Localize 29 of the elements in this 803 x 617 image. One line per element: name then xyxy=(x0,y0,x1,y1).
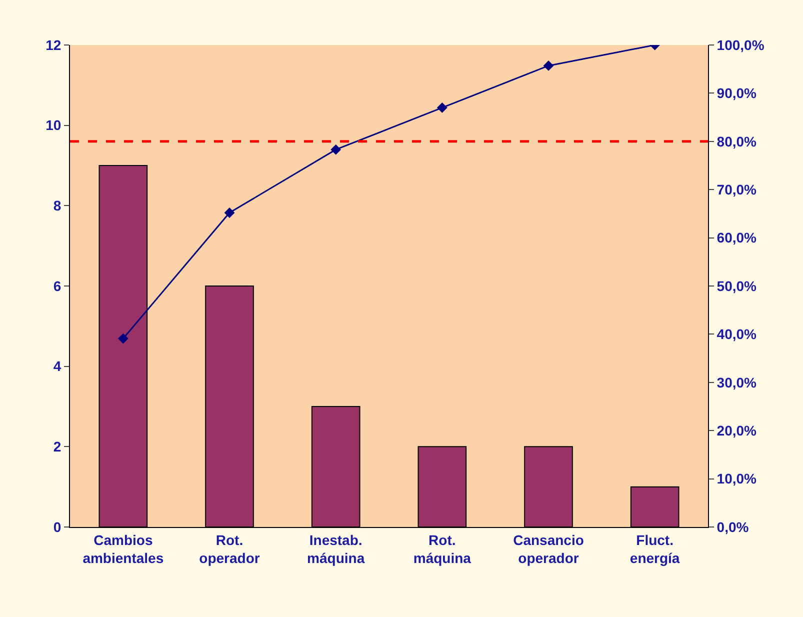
y-tick-label: 8 xyxy=(53,198,62,214)
y2-tick-label: 20,0% xyxy=(716,422,758,438)
y-tick-label: 10 xyxy=(46,117,62,134)
y2-tick-label: 50,0% xyxy=(716,278,758,294)
y-tick-label: 0 xyxy=(53,518,62,535)
y-tick-label: 12 xyxy=(46,36,62,53)
point xyxy=(436,102,448,113)
y-tick-label: 4 xyxy=(53,358,62,374)
point xyxy=(330,144,342,155)
x-tick-label: Cambios ambientales xyxy=(82,532,164,566)
y-tick-label: 6 xyxy=(53,278,62,294)
y2-tick-label: 0,0% xyxy=(716,518,750,535)
point xyxy=(118,333,128,344)
y2-tick-label: 70,0% xyxy=(716,182,758,198)
y2-tick-label: 80,0% xyxy=(716,133,758,150)
y2-tick-label: 60,0% xyxy=(716,230,758,246)
y2-tick-label: 90,0% xyxy=(716,85,758,102)
y2-tick-label: 40,0% xyxy=(716,326,758,342)
x-tick-label: Rot. máquina xyxy=(413,532,472,566)
point xyxy=(543,60,554,71)
x-tick-label: Inestab. máquina xyxy=(307,532,365,566)
y2-tick-label: 100,0% xyxy=(716,36,765,53)
y2-tick-label: 30,0% xyxy=(716,374,758,390)
point xyxy=(224,208,235,218)
x-tick-label: Fluct. energía xyxy=(630,532,680,566)
x-tick-label: Rot. operador xyxy=(199,532,260,566)
x-tick-label: Cansancio operador xyxy=(513,532,584,566)
y-tick-label: 2 xyxy=(53,438,62,455)
y2-tick-label: 10,0% xyxy=(716,470,758,487)
